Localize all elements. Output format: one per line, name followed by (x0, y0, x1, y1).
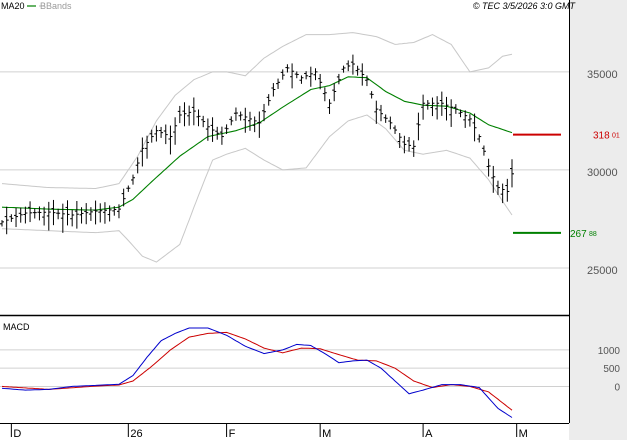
time-axis-labels: D 26 F M A M (13, 428, 527, 440)
macd-line (1, 327, 513, 418)
macd-lines (1, 327, 513, 418)
resistance-level-label-decimals: 01 (612, 133, 620, 140)
bb-upper-line (1, 32, 513, 189)
support-level-label-decimals: 88 (589, 231, 597, 238)
bollinger-bands (1, 32, 513, 263)
price-tick-label: 35000 (587, 69, 618, 81)
macd-tick-label: 1000 (598, 346, 621, 357)
price-tick-label: 30000 (587, 167, 618, 179)
time-tick-label: A (425, 428, 433, 440)
macd-axis-labels: 1000 500 0 (598, 346, 621, 394)
price-axis-labels: 25000 30000 35000 (587, 69, 618, 277)
support-level-label: 267 (570, 229, 587, 240)
ma20-legend-label: MA20 (1, 1, 25, 11)
time-tick-label: D (13, 428, 21, 440)
copyright-text: © TEC 3/5/2026 3:0 GMT (473, 1, 577, 11)
bb-lower-line (1, 114, 513, 263)
price-tick-label: 25000 (587, 265, 618, 277)
macd-tick-label: 0 (614, 382, 620, 393)
time-tick-label: M (519, 428, 528, 440)
time-tick-label: M (322, 428, 331, 440)
macd-panel-frame (0, 317, 569, 423)
signal-line (1, 331, 513, 411)
time-tick-label: F (229, 428, 236, 440)
resistance-level-label: 318 (593, 131, 610, 142)
macd-panel-title: MACD (3, 322, 30, 332)
macd-tick-label: 500 (603, 364, 620, 375)
price-levels: 318 01 267 88 (513, 131, 620, 240)
time-tick-label: 26 (130, 428, 142, 440)
price-axis-background (569, 0, 627, 440)
price-panel-frame (0, 15, 569, 315)
price-bars (0, 54, 514, 235)
bbands-legend-label: BBands (40, 1, 72, 11)
